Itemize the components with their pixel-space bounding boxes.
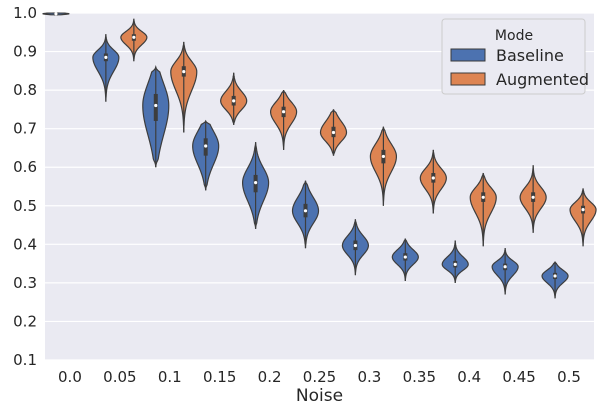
x-tick-label: 0.45 — [502, 368, 535, 386]
x-tick-label: 0.15 — [203, 368, 236, 386]
violin-baseline-0.3-median — [353, 243, 358, 248]
y-tick-label: 0.6 — [13, 158, 37, 176]
violin-baseline-0.35-median — [403, 255, 407, 259]
y-tick-label: 0.1 — [13, 351, 37, 369]
violin-baseline-0.45-median — [503, 265, 507, 269]
y-tick-label: 0.8 — [13, 81, 37, 99]
legend-label-augmented: Augmented — [496, 70, 589, 89]
violin-augmented-0.1-median — [182, 70, 186, 74]
violin-augmented-0.15-median — [232, 99, 236, 103]
x-tick-label: 0.0 — [58, 368, 82, 386]
legend: Mode Baseline Augmented — [441, 18, 589, 95]
x-tick-label: 0.35 — [403, 368, 436, 386]
x-axis-ticks: 0.0 0.05 0.1 0.15 0.2 0.25 0.3 0.35 0.4 0.45 0.5 — [58, 368, 581, 386]
violin-baseline-0.15-median — [204, 144, 208, 148]
y-tick-label: 0.5 — [13, 197, 37, 215]
x-tick-label: 0.2 — [258, 368, 282, 386]
legend-title: Mode — [495, 28, 533, 44]
y-tick-label: 0.7 — [13, 120, 37, 138]
legend-swatch-augmented — [450, 72, 486, 86]
violin-baseline-0.5-median — [553, 274, 557, 278]
violin-augmented-0.35-median — [431, 176, 435, 180]
y-tick-label: 0.4 — [13, 235, 37, 253]
violin-augmented-0.05-median — [132, 35, 136, 39]
y-tick-label: 0.2 — [13, 312, 37, 330]
x-tick-label: 0.3 — [357, 368, 381, 386]
violin-baseline-0.1-median — [154, 103, 158, 108]
violin-baseline-0.0-median — [54, 12, 58, 16]
x-tick-label: 0.5 — [557, 368, 581, 386]
x-tick-label: 0.1 — [158, 368, 182, 386]
violin-baseline-0.1-iqr — [153, 93, 158, 121]
x-tick-label: 0.25 — [303, 368, 336, 386]
x-axis-title: Noise — [296, 386, 343, 406]
x-tick-label: 0.4 — [457, 368, 481, 386]
violin-baseline-0.2-median — [253, 181, 258, 185]
y-tick-label: 1.0 — [13, 4, 37, 22]
legend-label-baseline: Baseline — [496, 46, 564, 65]
violin-augmented-0.2-median — [281, 110, 286, 114]
y-axis-ticks: 0.1 0.2 0.3 0.4 0.5 0.6 0.7 0.8 0.9 1.0 — [13, 4, 37, 369]
violin-baseline-0.4-median — [453, 262, 457, 266]
x-tick-label: 0.05 — [103, 368, 136, 386]
violin-baseline-0.25-median — [303, 209, 308, 213]
violin-augmented-0.25-median — [331, 130, 336, 135]
y-tick-label: 0.3 — [13, 274, 37, 292]
violin-augmented-0.45-median — [531, 195, 535, 199]
violin-augmented-0.3-median — [381, 154, 386, 159]
legend-swatch-baseline — [450, 48, 486, 62]
y-tick-label: 0.9 — [13, 43, 37, 61]
violin-augmented-0.4-median — [481, 195, 485, 199]
violins — [42, 12, 597, 299]
violin-augmented-0.5-median — [581, 208, 585, 212]
violin-baseline-0.05-median — [104, 55, 108, 59]
